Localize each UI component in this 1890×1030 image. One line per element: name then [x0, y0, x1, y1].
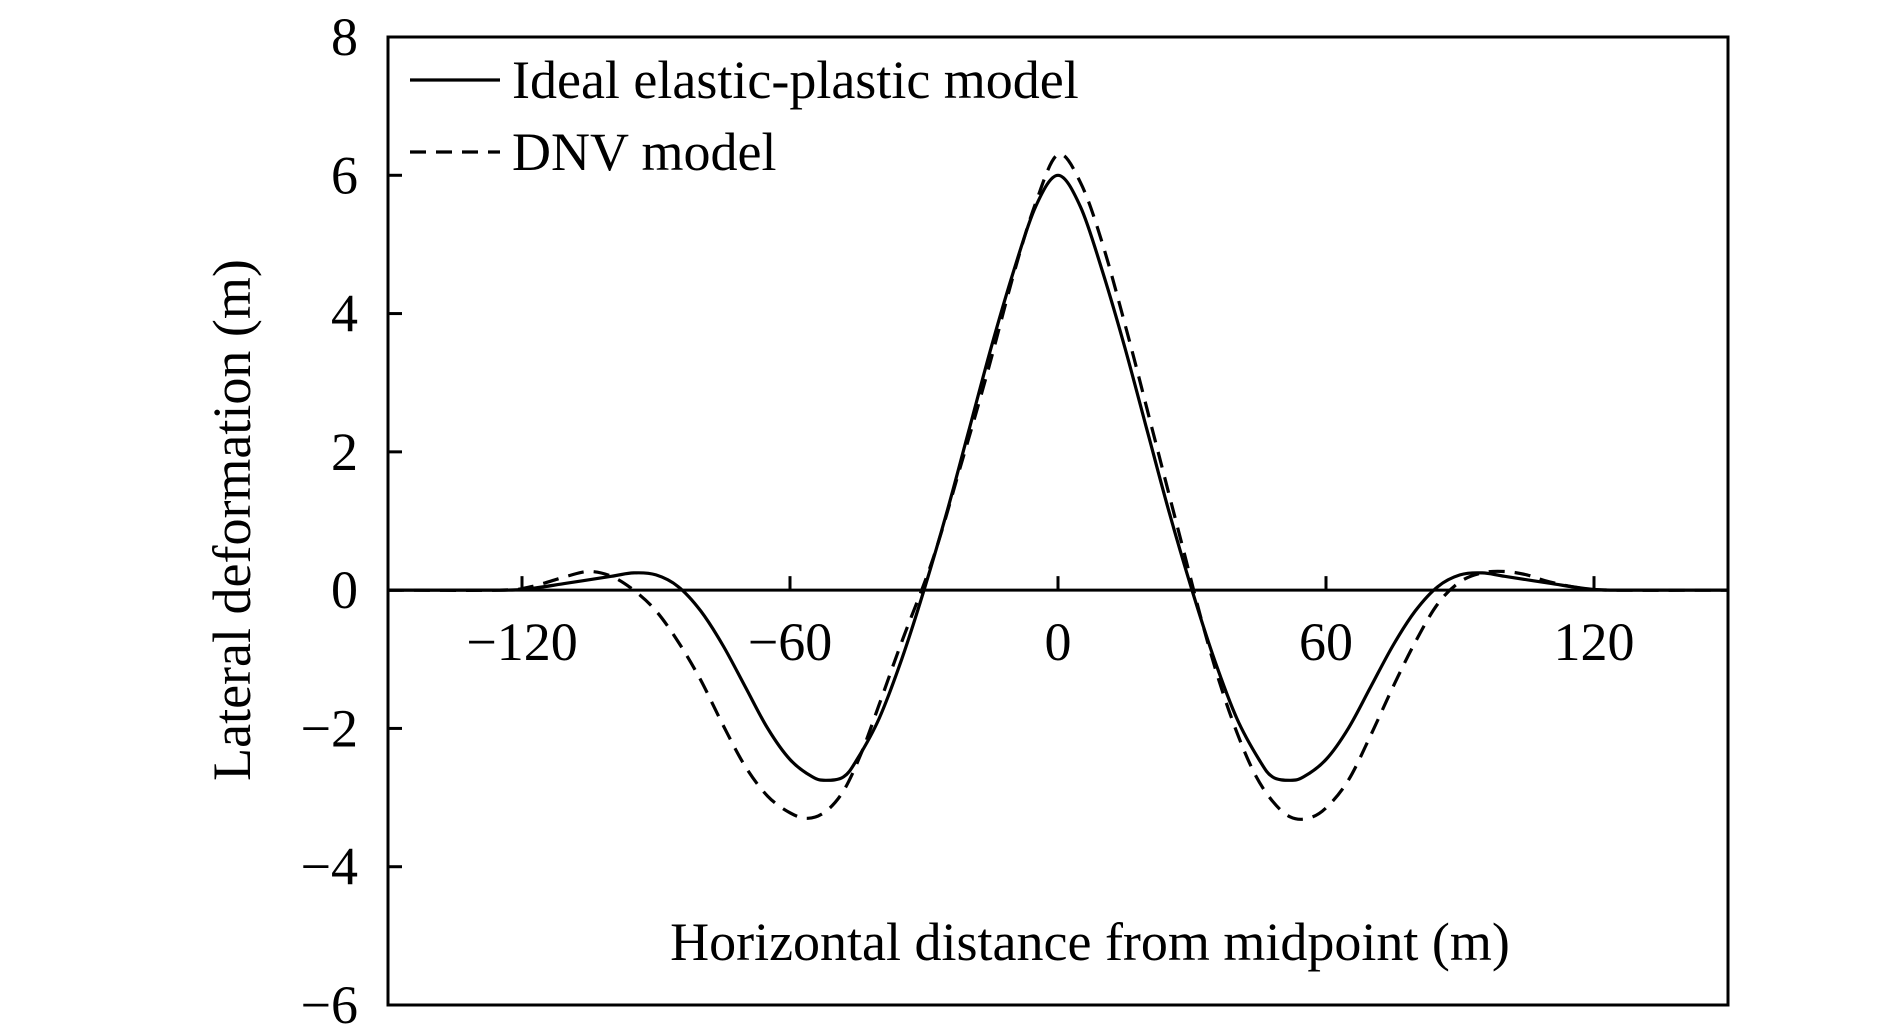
x-axis-title: Horizontal distance from midpoint (m) — [670, 912, 1510, 972]
legend-label-1: Ideal elastic-plastic model — [512, 50, 1079, 110]
x-tick-label: 120 — [1554, 612, 1635, 672]
series-line-1 — [387, 173, 1729, 782]
plot-frame — [386, 35, 1730, 1007]
y-tick-label: 4 — [331, 284, 358, 344]
y-tick-label: 6 — [331, 145, 358, 205]
y-tick-label: −2 — [301, 698, 358, 758]
y-tick-label: −4 — [301, 837, 358, 897]
x-tick-label: 0 — [1045, 612, 1072, 672]
x-tick-label: −120 — [466, 612, 577, 672]
series-line-2 — [387, 152, 1729, 821]
y-tick-label: 2 — [331, 422, 358, 482]
y-axis-title: Lateral deformation (m) — [202, 259, 262, 781]
legend-label-2: DNV model — [512, 122, 777, 182]
y-tick-label: −6 — [301, 975, 358, 1030]
y-tick-label: 8 — [331, 7, 358, 67]
x-tick-label: 60 — [1299, 612, 1353, 672]
y-tick-label: 0 — [331, 560, 358, 620]
x-tick-label: −60 — [748, 612, 832, 672]
